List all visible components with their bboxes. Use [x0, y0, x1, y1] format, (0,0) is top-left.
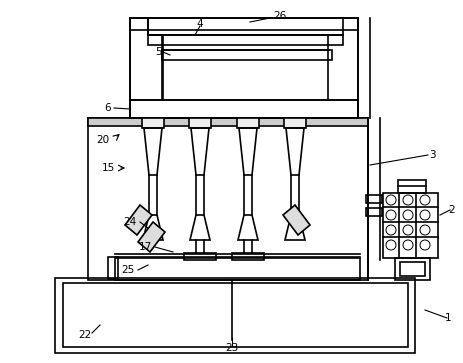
Text: 15: 15: [101, 163, 115, 173]
Bar: [130, 18, 358, 30]
Text: 23: 23: [225, 343, 238, 353]
Polygon shape: [138, 222, 165, 252]
Text: 3: 3: [429, 150, 435, 160]
Polygon shape: [283, 205, 310, 235]
Bar: [189, 118, 211, 128]
Bar: [366, 208, 382, 216]
Bar: [162, 50, 332, 60]
Bar: [400, 262, 425, 276]
Bar: [115, 258, 360, 280]
Bar: [108, 257, 118, 279]
Bar: [88, 118, 368, 126]
Text: 17: 17: [138, 242, 151, 252]
Bar: [395, 258, 430, 280]
Bar: [383, 193, 438, 258]
Bar: [130, 100, 358, 118]
Bar: [130, 100, 358, 118]
Text: 1: 1: [444, 313, 451, 323]
Bar: [284, 118, 306, 128]
Text: 20: 20: [96, 135, 110, 145]
Text: 5: 5: [155, 47, 161, 57]
Text: 25: 25: [121, 265, 135, 275]
Text: 2: 2: [449, 205, 455, 215]
Bar: [142, 118, 164, 128]
Bar: [88, 118, 368, 280]
Text: 24: 24: [123, 217, 137, 227]
Bar: [148, 35, 343, 45]
Text: 6: 6: [105, 103, 111, 113]
Bar: [232, 253, 264, 260]
Polygon shape: [125, 205, 152, 235]
Bar: [184, 253, 216, 260]
Bar: [55, 278, 415, 353]
Text: 22: 22: [78, 330, 92, 340]
Bar: [63, 283, 408, 347]
Bar: [366, 195, 382, 203]
Text: 26: 26: [273, 11, 287, 21]
Bar: [237, 118, 259, 128]
Bar: [398, 180, 426, 193]
Text: 4: 4: [197, 19, 203, 29]
